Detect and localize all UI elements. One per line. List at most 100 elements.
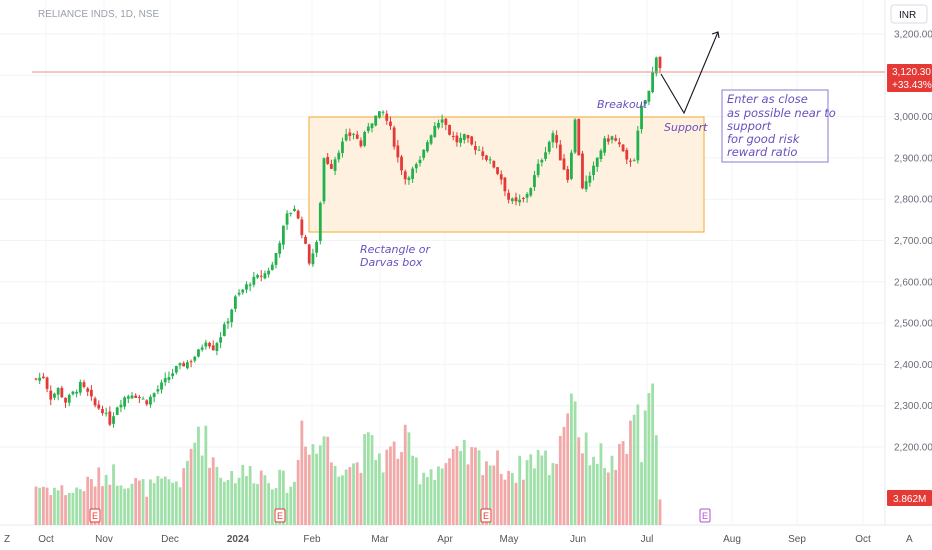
axis-corner-left[interactable]: Z: [4, 534, 10, 545]
candle: [581, 150, 584, 190]
volume-bar: [647, 393, 651, 525]
volume-bar: [536, 449, 540, 525]
volume-bar: [599, 443, 603, 525]
volume-bar: [640, 462, 643, 525]
volume-bar: [160, 478, 163, 525]
candle: [352, 132, 355, 140]
candle: [407, 175, 411, 185]
candle: [389, 116, 392, 130]
volume-bar: [518, 455, 522, 525]
volume-bar: [82, 491, 86, 525]
candle: [219, 332, 223, 349]
candle: [311, 248, 315, 267]
candle: [67, 393, 71, 407]
volume-bar: [414, 457, 418, 525]
volume-bar: [418, 484, 422, 525]
x-tick-label: Oct: [38, 534, 54, 545]
candle: [285, 210, 289, 230]
volume-bar: [34, 486, 38, 525]
volume-bar: [304, 446, 307, 525]
candle: [211, 340, 215, 351]
earnings-marker[interactable]: E: [699, 508, 711, 523]
volume-bar: [152, 483, 156, 525]
candle: [89, 384, 93, 401]
volume-bar: [547, 475, 551, 525]
volume-bar: [610, 455, 614, 525]
candle: [293, 205, 296, 212]
earnings-marker[interactable]: E: [480, 508, 492, 523]
volume-bar: [558, 435, 562, 525]
candle: [267, 267, 271, 278]
candle: [315, 239, 319, 258]
currency-label[interactable]: INR: [899, 10, 916, 21]
last-price-value: 3,120.30: [892, 67, 931, 78]
volume-bar: [492, 465, 496, 525]
volume-bar: [544, 450, 547, 525]
candle: [45, 376, 49, 393]
x-tick-label: Aug: [723, 534, 741, 545]
candle: [614, 134, 618, 142]
volume-bar: [636, 404, 640, 525]
volume-bar: [56, 490, 60, 525]
volume-bar: [621, 441, 625, 525]
candle: [621, 144, 625, 152]
y-tick-label: 2,500.00: [894, 319, 932, 330]
volume-bar: [514, 482, 518, 525]
earnings-marker[interactable]: E: [89, 508, 101, 523]
volume-bar: [215, 466, 219, 525]
volume-bar: [529, 454, 533, 525]
volume-bar: [307, 454, 311, 525]
candle: [208, 341, 211, 349]
volume-bar: [462, 439, 466, 525]
volume-bar: [584, 432, 588, 525]
candle: [112, 412, 115, 428]
volume-bar: [355, 462, 359, 525]
volume-bar: [211, 457, 215, 525]
volume-bar: [245, 476, 248, 525]
volume-bar: [64, 495, 67, 525]
volume-bar: [566, 413, 570, 525]
volume-bar: [437, 466, 440, 525]
volume-bar: [333, 465, 337, 525]
volume-bar: [49, 495, 53, 525]
candle: [38, 372, 42, 385]
volume-bar: [208, 467, 211, 525]
candle: [56, 387, 60, 401]
volume-bar: [311, 444, 315, 525]
volume-bar: [595, 463, 599, 525]
candle: [248, 282, 252, 292]
volume-bar: [41, 486, 45, 525]
candle: [533, 170, 536, 192]
axis-corner-right[interactable]: A: [906, 534, 913, 545]
projection-arrow: [660, 31, 720, 115]
volume-bar: [540, 455, 544, 525]
volume-bar: [174, 481, 178, 525]
volume-bar: [45, 487, 49, 525]
candle: [182, 361, 186, 367]
candle: [418, 155, 422, 167]
candle: [160, 379, 163, 394]
y-tick-label: 2,600.00: [894, 277, 932, 288]
y-tick-label: 2,400.00: [894, 360, 932, 371]
candle: [237, 289, 241, 297]
candle: [385, 110, 389, 125]
volume-bar: [248, 466, 252, 525]
currency-button[interactable]: INR: [890, 4, 928, 24]
volume-bar: [577, 437, 581, 525]
candle: [370, 123, 374, 133]
volume-bar: [60, 485, 64, 525]
volume-bar: [89, 479, 93, 525]
volume-bar: [625, 453, 629, 525]
volume-bar: [237, 477, 241, 525]
volume-bar: [197, 426, 200, 525]
volume-bar: [444, 463, 448, 525]
volume-bar: [315, 453, 319, 525]
volume-bar: [163, 476, 167, 525]
candle: [296, 209, 300, 220]
earnings-marker[interactable]: E: [274, 508, 286, 523]
volume-bar: [617, 444, 621, 525]
candle: [333, 156, 337, 176]
volume-bar: [614, 469, 618, 525]
